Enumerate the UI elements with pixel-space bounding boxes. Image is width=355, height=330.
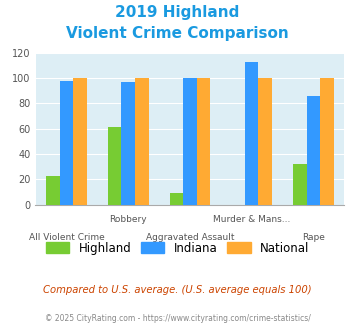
Bar bbox=[293, 164, 307, 205]
Bar bbox=[170, 193, 183, 205]
Bar bbox=[108, 127, 121, 205]
Bar bbox=[135, 78, 148, 205]
Bar bbox=[245, 62, 258, 205]
Bar bbox=[73, 78, 87, 205]
Bar bbox=[46, 176, 60, 205]
Text: Murder & Mans...: Murder & Mans... bbox=[213, 214, 290, 223]
Text: Rape: Rape bbox=[302, 233, 325, 242]
Bar bbox=[320, 78, 334, 205]
Bar bbox=[258, 78, 272, 205]
Text: Aggravated Assault: Aggravated Assault bbox=[146, 233, 234, 242]
Text: Compared to U.S. average. (U.S. average equals 100): Compared to U.S. average. (U.S. average … bbox=[43, 285, 312, 295]
Legend: Highland, Indiana, National: Highland, Indiana, National bbox=[41, 237, 314, 259]
Bar bbox=[197, 78, 210, 205]
Bar bbox=[307, 96, 320, 205]
Bar bbox=[183, 78, 197, 205]
Text: 2019 Highland: 2019 Highland bbox=[115, 5, 240, 20]
Text: Robbery: Robbery bbox=[109, 214, 147, 223]
Bar bbox=[60, 81, 73, 205]
Bar bbox=[121, 82, 135, 205]
Text: © 2025 CityRating.com - https://www.cityrating.com/crime-statistics/: © 2025 CityRating.com - https://www.city… bbox=[45, 314, 310, 323]
Text: Violent Crime Comparison: Violent Crime Comparison bbox=[66, 26, 289, 41]
Text: All Violent Crime: All Violent Crime bbox=[28, 233, 104, 242]
